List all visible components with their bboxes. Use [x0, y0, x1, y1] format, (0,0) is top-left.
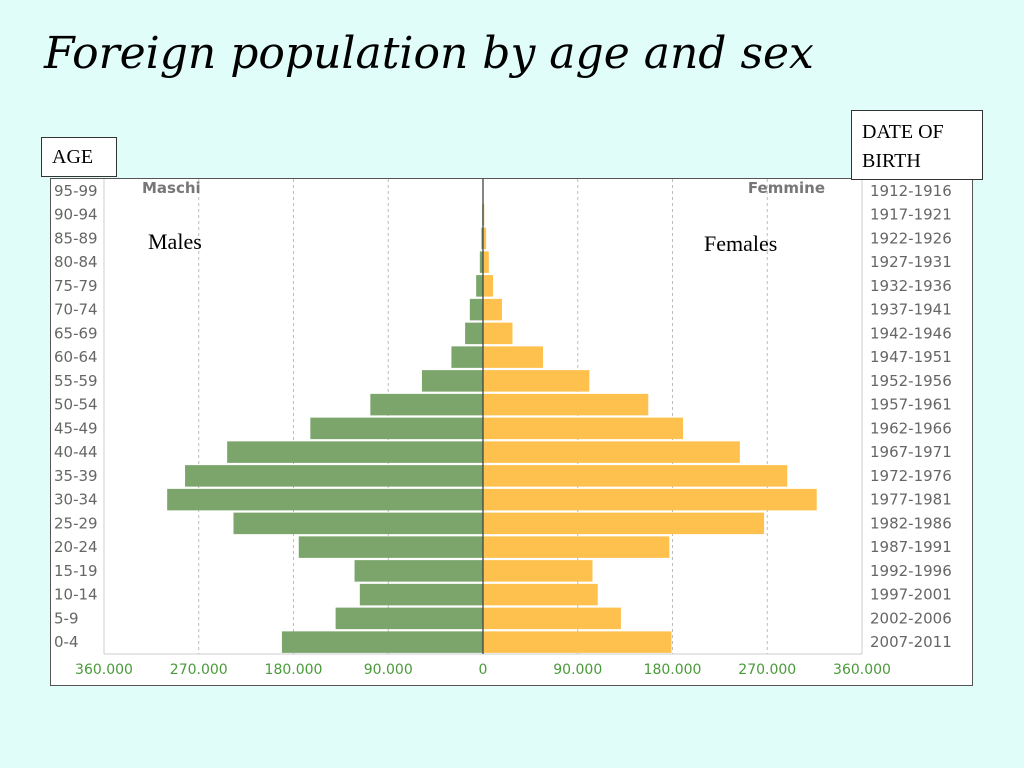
birth-year-label: 1917-1921 [870, 206, 952, 224]
male-bar [479, 251, 483, 273]
birth-year-label: 1932-1936 [870, 277, 952, 295]
age-group-label: 90-94 [54, 206, 98, 224]
x-tick-label: 0 [479, 662, 488, 678]
slide-title: Foreign population by age and sex [44, 28, 814, 79]
date-of-birth-line-1: DATE OF [862, 121, 944, 143]
male-bar [185, 465, 483, 487]
male-bar [310, 417, 483, 440]
birth-year-label: 1952-1956 [870, 372, 952, 390]
x-tick-label: 90.000 [553, 662, 602, 678]
female-bar [483, 536, 670, 558]
female-bar [483, 441, 740, 463]
x-tick-label: 180.000 [265, 662, 323, 678]
birth-year-label: 1982-1986 [870, 514, 952, 532]
male-bar [421, 370, 483, 392]
age-group-label: 15-19 [54, 562, 98, 580]
birth-year-label: 1967-1971 [870, 443, 952, 461]
age-group-label: 80-84 [54, 253, 98, 271]
male-bar [281, 631, 483, 653]
male-bar [469, 298, 483, 321]
male-bar [233, 512, 483, 535]
age-group-label: 45-49 [54, 419, 98, 437]
male-bar [476, 275, 483, 297]
birth-year-label: 1977-1981 [870, 491, 952, 509]
x-tick-label: 90.000 [364, 662, 413, 678]
female-bar [483, 322, 513, 345]
series-label-femmine: Femmine [748, 179, 825, 197]
age-label-box: AGE [41, 137, 117, 177]
male-bar [370, 393, 483, 416]
female-bar [483, 631, 672, 653]
age-group-label: 70-74 [54, 301, 98, 319]
x-tick-label: 360.000 [75, 662, 133, 678]
birth-year-label: 1992-1996 [870, 562, 952, 580]
birth-year-label: 1912-1916 [870, 182, 952, 200]
x-tick-label: 360.000 [833, 662, 891, 678]
age-group-label: 75-79 [54, 277, 98, 295]
birth-year-label: 1922-1926 [870, 229, 952, 247]
female-bar [483, 275, 494, 297]
age-group-label: 95-99 [54, 182, 98, 200]
age-group-label: 55-59 [54, 372, 98, 390]
male-bar [359, 583, 483, 606]
female-bar [483, 227, 487, 250]
age-group-label: 60-64 [54, 348, 98, 366]
male-bar [335, 607, 483, 630]
age-group-label: 40-44 [54, 443, 98, 461]
birth-year-label: 2007-2011 [870, 633, 952, 651]
birth-year-label: 2002-2006 [870, 609, 952, 627]
female-bar [483, 512, 765, 535]
female-bar [483, 370, 590, 392]
female-bar [483, 560, 593, 582]
age-group-label: 65-69 [54, 324, 98, 342]
male-bar [167, 488, 483, 511]
birth-year-label: 1942-1946 [870, 324, 952, 342]
female-bar [483, 393, 649, 416]
age-group-label: 5-9 [54, 609, 79, 627]
birth-year-label: 1957-1961 [870, 396, 952, 414]
x-tick-label: 180.000 [644, 662, 702, 678]
birth-year-label: 1937-1941 [870, 301, 952, 319]
female-bar [483, 488, 817, 511]
date-of-birth-line-2: BIRTH [862, 150, 921, 172]
birth-year-label: 1927-1931 [870, 253, 952, 271]
date-of-birth-label-box: DATE OF BIRTH [851, 110, 983, 180]
males-annotation: Males [148, 229, 202, 254]
birth-year-label: 1997-2001 [870, 586, 952, 604]
x-tick-label: 270.000 [170, 662, 228, 678]
series-label-maschi: Maschi [142, 179, 201, 197]
male-bar [354, 560, 483, 582]
females-annotation: Females [704, 231, 778, 256]
age-group-label: 25-29 [54, 514, 98, 532]
age-group-label: 35-39 [54, 467, 98, 485]
age-group-label: 0-4 [54, 633, 79, 651]
male-bar [227, 441, 483, 463]
male-bar [298, 536, 483, 558]
male-bar [481, 227, 483, 250]
birth-year-label: 1962-1966 [870, 419, 952, 437]
age-group-label: 30-34 [54, 491, 98, 509]
age-group-label: 50-54 [54, 396, 98, 414]
female-bar [483, 298, 502, 321]
population-pyramid-chart: Maschi Femmine 95-99 1912-1916 90-94 1917-192… [50, 178, 973, 686]
chart-svg: Maschi Femmine 95-99 1912-1916 90-94 1917-192… [54, 179, 952, 678]
age-group-label: 10-14 [54, 586, 98, 604]
age-group-label: 85-89 [54, 229, 98, 247]
male-bar [451, 346, 483, 368]
female-bar [483, 417, 684, 440]
female-bar [483, 251, 489, 273]
birth-year-label: 1972-1976 [870, 467, 952, 485]
age-group-label: 20-24 [54, 538, 98, 556]
birth-year-label: 1947-1951 [870, 348, 952, 366]
female-bar [483, 465, 788, 487]
female-bar [483, 607, 621, 630]
female-bar [483, 583, 598, 606]
female-bar [483, 346, 544, 368]
birth-year-label: 1987-1991 [870, 538, 952, 556]
x-tick-label: 270.000 [738, 662, 796, 678]
male-bar [465, 322, 483, 345]
